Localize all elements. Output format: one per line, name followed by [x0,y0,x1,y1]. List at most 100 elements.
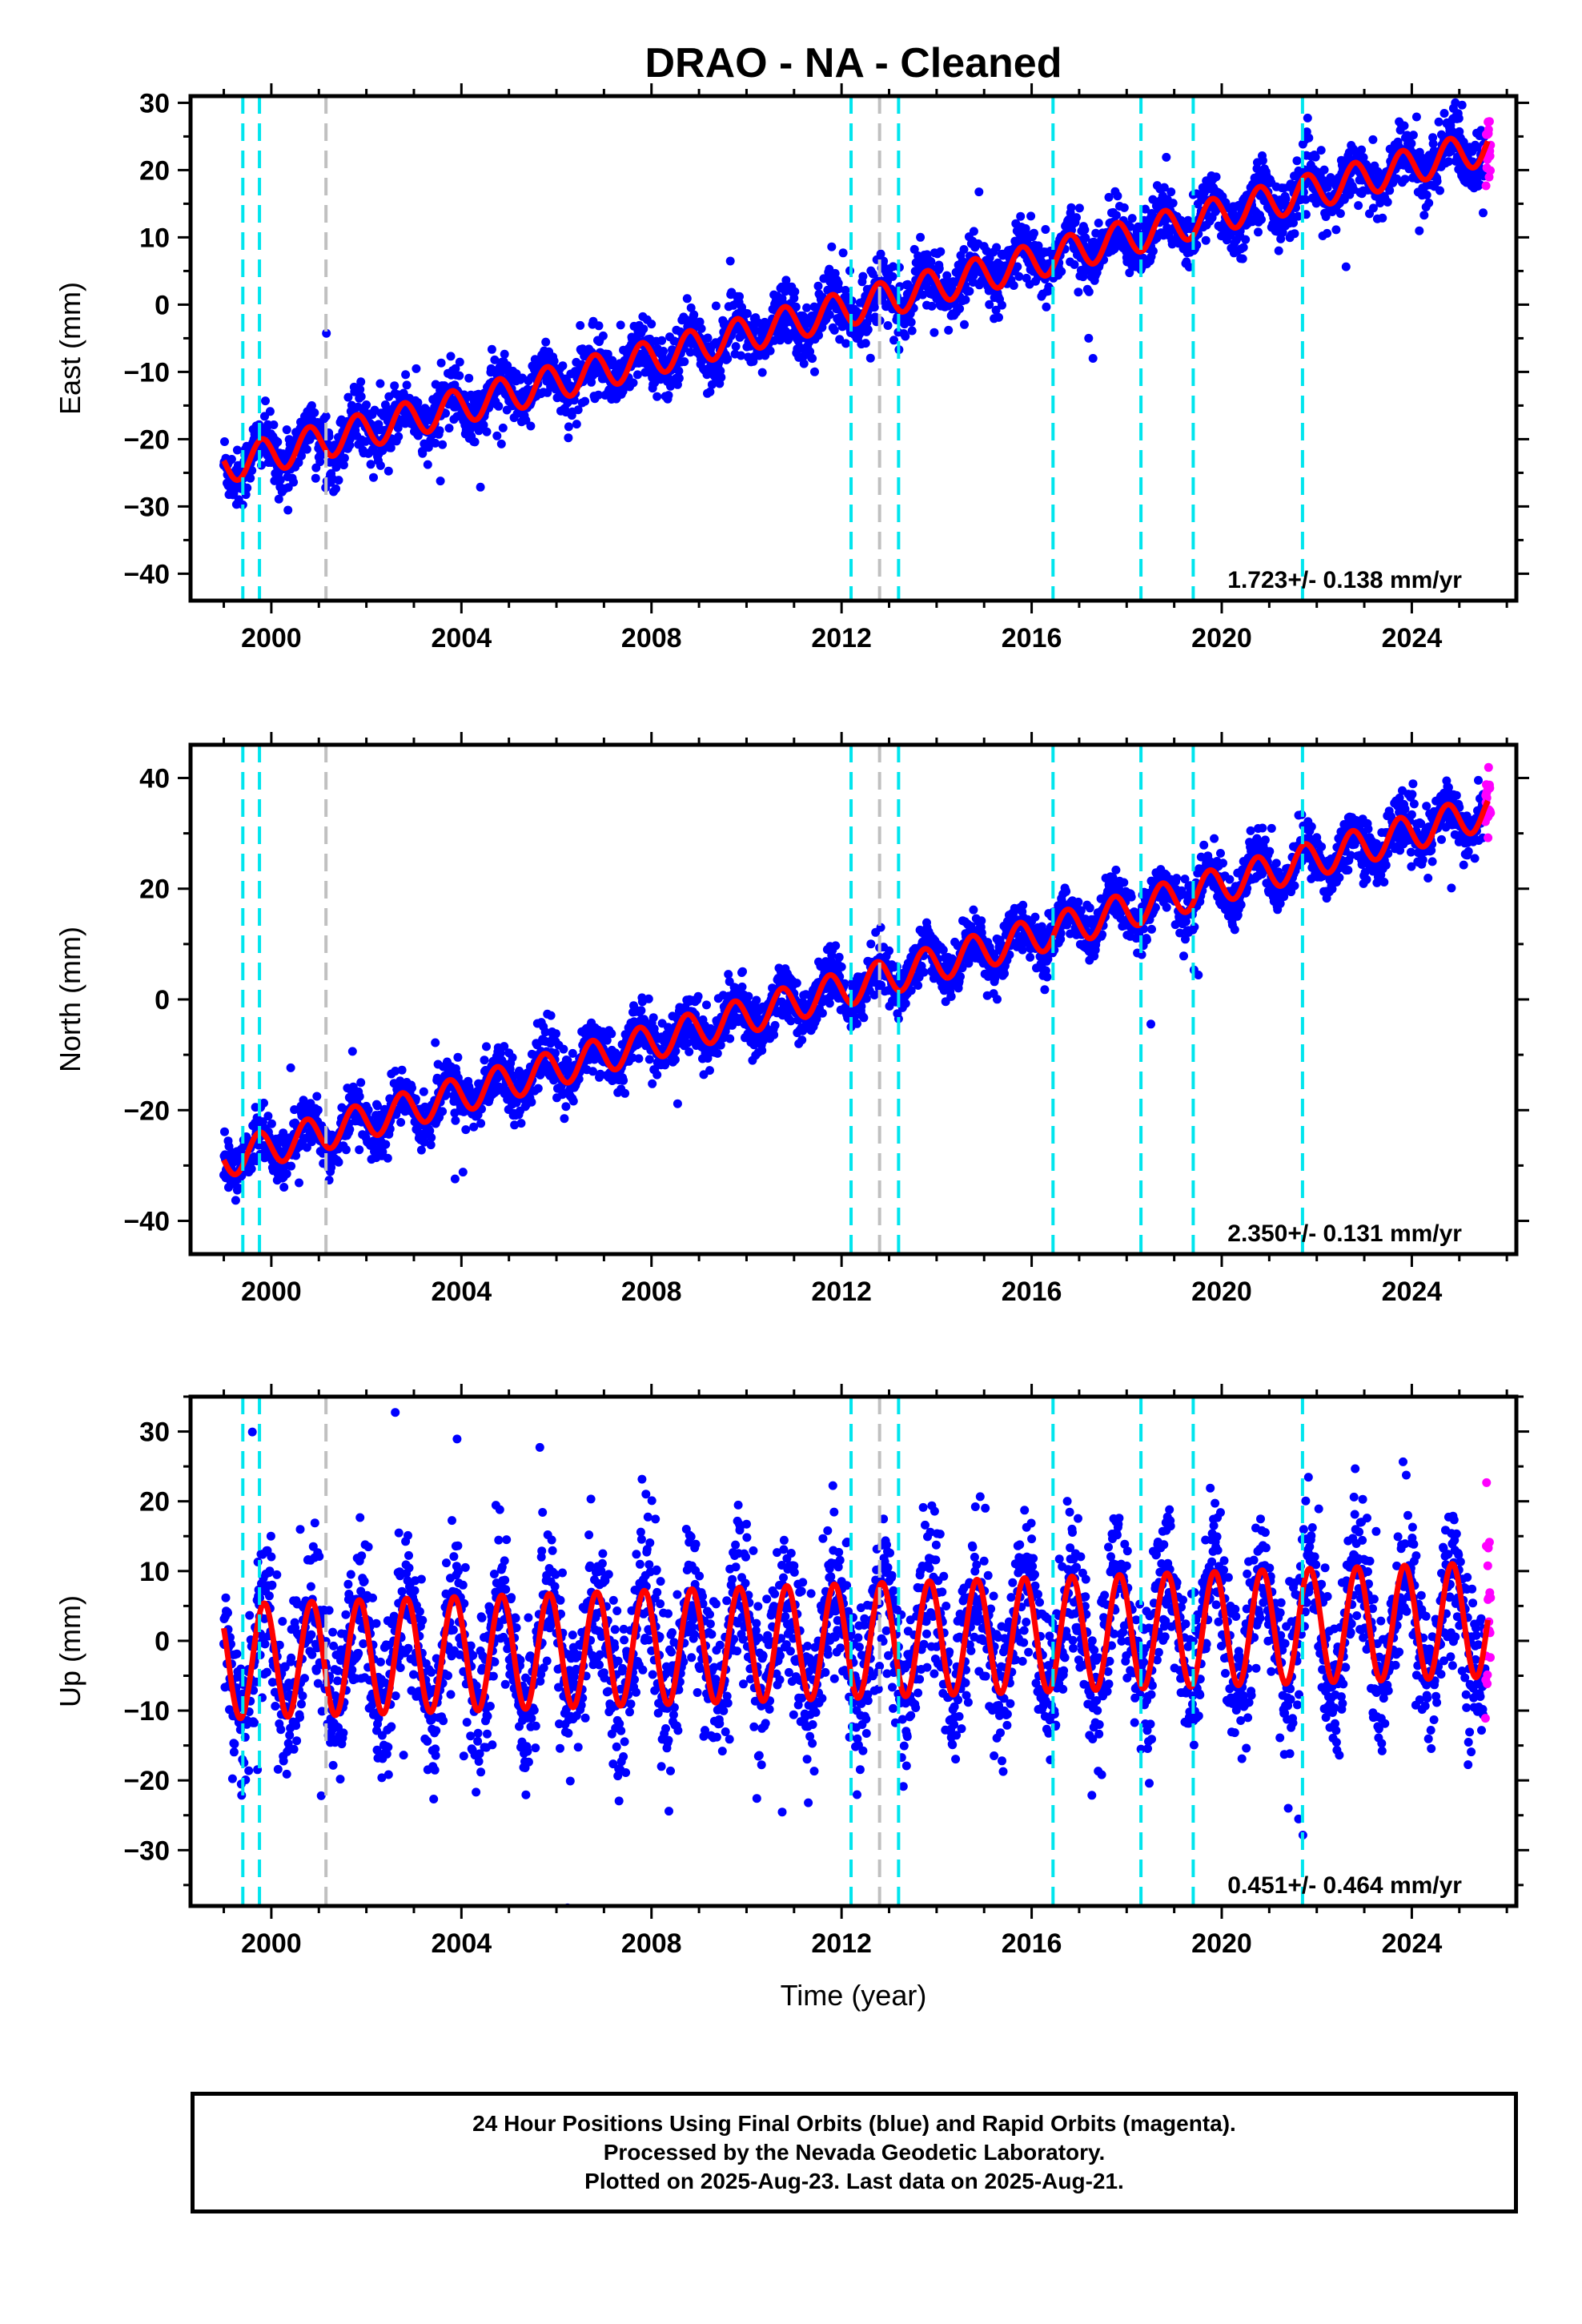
final-orbit-point [634,1054,644,1063]
final-orbit-point [1335,209,1345,219]
final-orbit-point [220,437,229,446]
final-orbit-point [765,346,775,356]
final-orbit-point [652,392,662,401]
final-orbit-point [282,425,291,435]
final-orbit-point [1119,203,1129,212]
x-tick-label: 2008 [621,623,682,653]
final-orbit-point [994,312,1003,322]
final-orbit-point [673,1099,682,1108]
final-orbit-point [273,437,283,447]
final-orbit-point [287,1161,296,1171]
final-orbit-point [1323,228,1332,238]
final-orbit-point [901,332,910,341]
final-orbit-point [315,457,325,467]
final-orbit-point [769,1030,779,1039]
final-orbit-point [799,359,809,368]
final-orbit-point [564,422,573,432]
rapid-orbit-point [1481,181,1491,191]
final-orbit-point [713,1048,722,1058]
final-orbit-point [455,357,464,367]
final-orbit-point [496,439,506,448]
final-orbit-point [1434,117,1443,127]
final-orbit-point [390,381,400,391]
final-orbit-point [685,1047,694,1056]
final-orbit-point [723,354,733,364]
final-orbit-point [1016,211,1026,221]
final-orbit-point [353,402,363,412]
final-orbit-point [682,294,692,304]
final-orbit-point [731,342,741,352]
final-orbit-point [737,351,745,360]
final-orbit-point [841,339,851,348]
final-orbit-point [265,407,275,416]
chart-title: DRAO - NA - Cleaned [645,40,1062,86]
final-orbit-point [402,380,412,390]
final-orbit-point [1074,203,1084,213]
final-orbit-point [838,248,848,258]
final-orbit-point [829,325,839,335]
final-orbit-point [865,353,875,363]
final-orbit-point [859,1013,869,1023]
rapid-orbit-point [1484,117,1494,127]
final-orbit-point [1435,186,1444,195]
final-orbit-point [1385,186,1395,195]
final-orbit-point [1258,156,1267,165]
final-orbit-point [906,317,916,327]
final-orbit-point [594,321,604,331]
final-orbit-point [311,473,320,483]
final-orbit-point [416,1145,426,1155]
final-orbit-point [321,412,331,421]
final-orbit-point [1274,246,1283,255]
final-orbit-point [1457,100,1467,110]
final-orbit-point [283,505,293,515]
final-orbit-point [341,1145,351,1155]
x-tick-label: 2012 [811,623,872,653]
final-orbit-point [1415,226,1424,235]
final-orbit-point [1239,243,1248,252]
final-orbit-point [1319,165,1329,175]
final-orbit-point [498,423,508,432]
final-orbit-point [737,982,747,991]
final-orbit-point [1479,208,1488,218]
final-orbit-point [533,1084,543,1093]
final-orbit-point [334,476,343,485]
final-orbit-point [362,400,371,409]
final-orbit-point [1400,175,1410,184]
final-orbit-point [853,1019,861,1028]
final-orbit-point [998,300,1006,310]
final-orbit-point [1331,225,1341,235]
final-orbit-point [1084,287,1094,296]
final-orbit-point [482,427,492,436]
final-orbit-point [965,287,974,296]
final-orbit-point [944,325,954,335]
final-orbit-point [246,473,255,483]
final-orbit-point [269,420,279,429]
final-orbit-point [450,1174,460,1184]
final-orbit-point [802,303,812,312]
final-orbit-point [394,432,404,441]
final-orbit-point [752,995,761,1005]
final-orbit-point [275,475,285,485]
final-orbit-point [572,420,581,429]
final-orbit-point [503,361,512,370]
final-orbit-point [541,337,551,347]
final-orbit-point [355,1092,364,1101]
final-orbit-point [461,1125,471,1135]
final-orbit-point [861,994,871,1003]
final-orbit-point [883,321,893,330]
final-orbit-point [444,424,454,433]
final-orbit-point [436,358,446,368]
final-orbit-point [438,1107,448,1116]
x-tick-label: 2000 [241,623,302,653]
final-orbit-point [705,1066,714,1076]
final-orbit-point [1439,109,1449,118]
y-tick-label: 20 [139,155,170,186]
final-orbit-point [725,1034,735,1043]
final-orbit-point [261,396,270,406]
final-orbit-point [263,1112,273,1121]
final-orbit-point [559,1044,568,1054]
final-orbit-point [453,1052,463,1062]
final-orbit-point [383,1153,392,1163]
final-orbit-point [516,1119,526,1128]
final-orbit-point [916,232,926,242]
